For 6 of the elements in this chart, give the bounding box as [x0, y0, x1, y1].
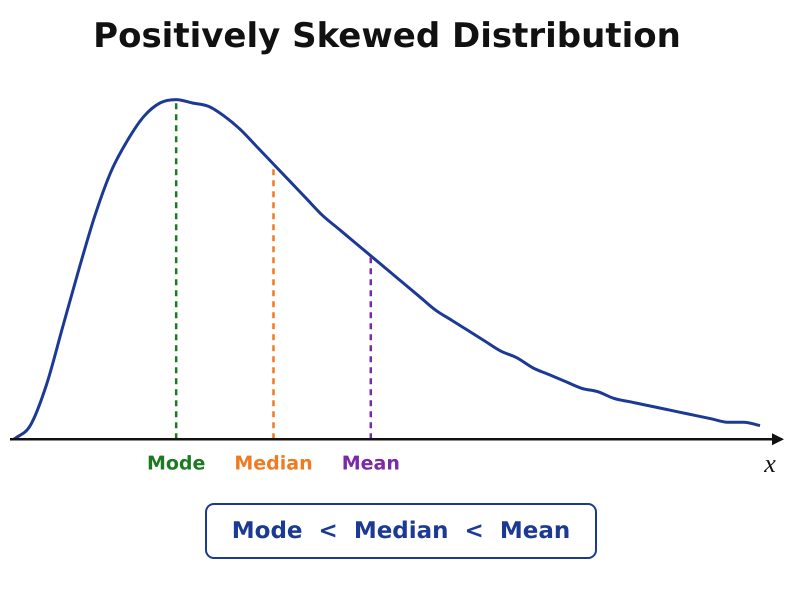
x-tick-label: Mode	[146, 452, 206, 475]
text: Mode < Median < Mean	[205, 503, 597, 559]
chart-title: Positively Skewed Distribution	[93, 16, 681, 56]
x-tick-label: Mean	[342, 452, 400, 475]
x-tick-label: Median	[234, 452, 313, 475]
x-axis-title: x	[763, 449, 776, 478]
